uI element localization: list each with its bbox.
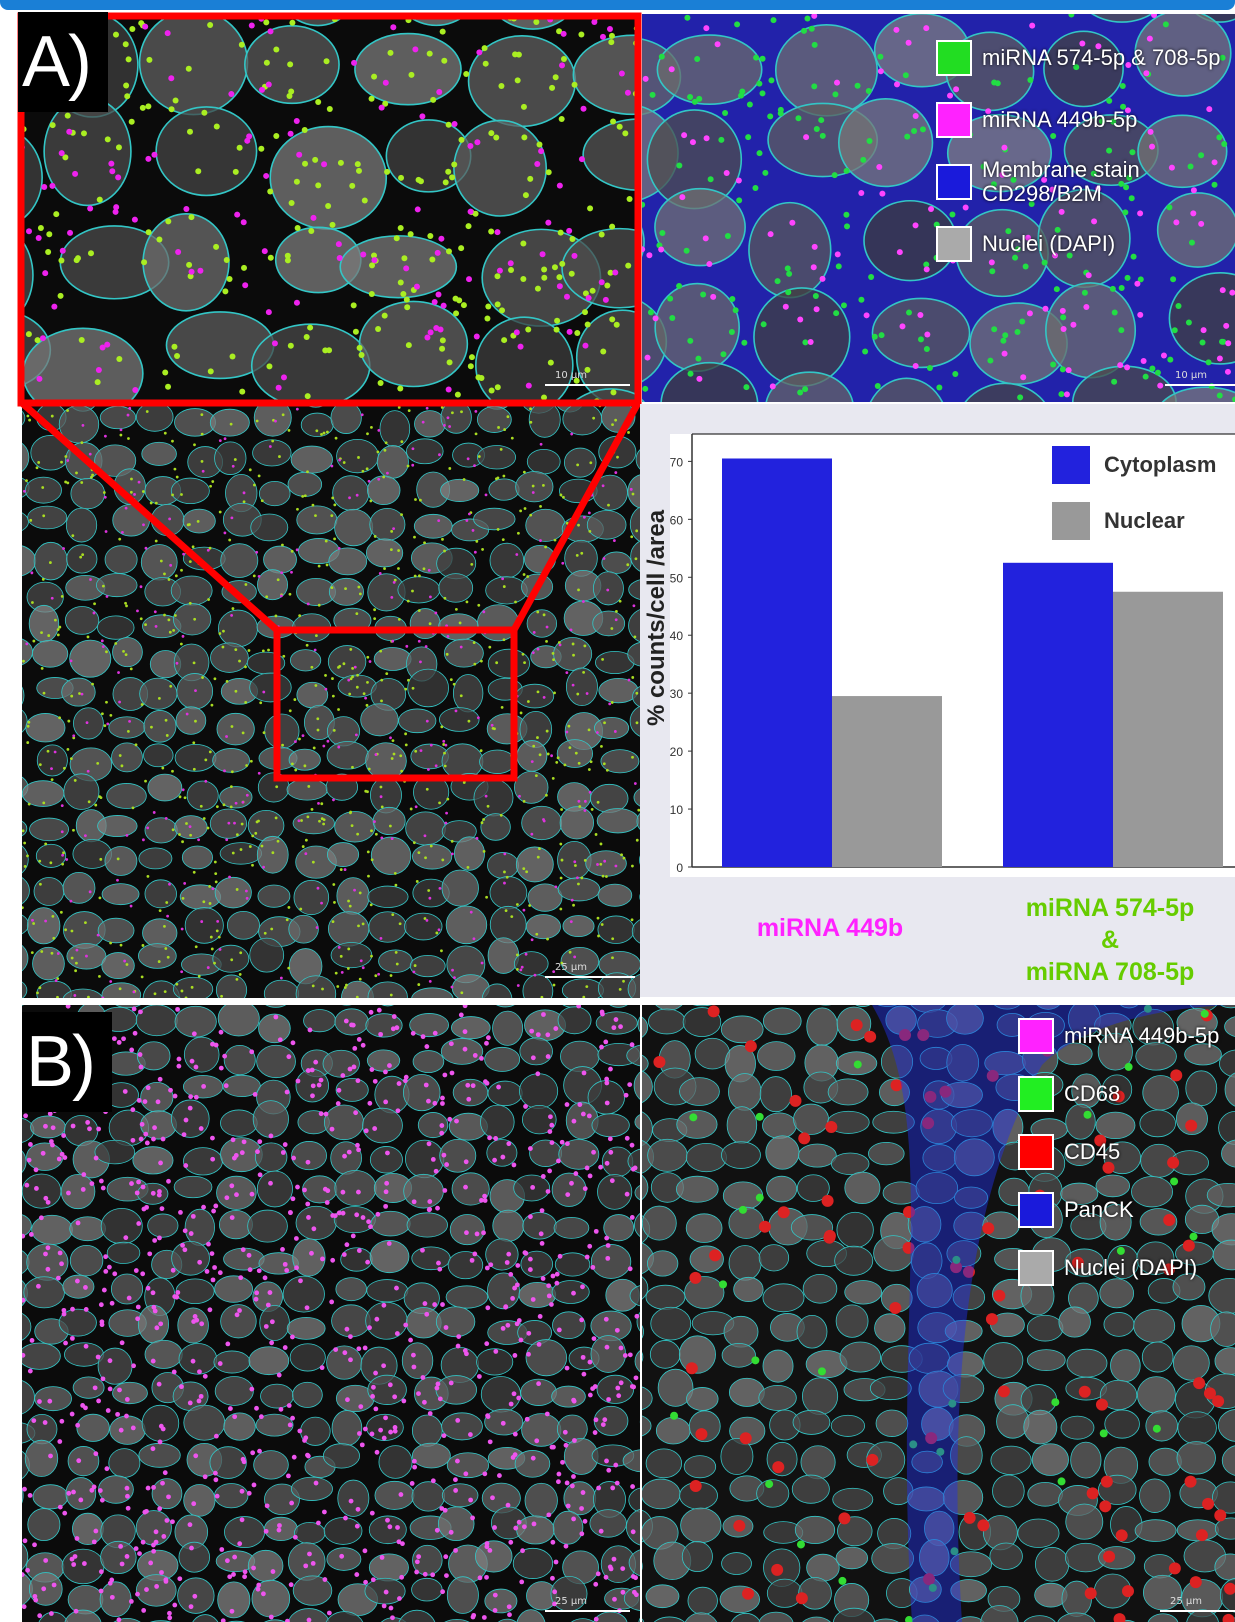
chart-y-tick-label: 60	[670, 513, 684, 527]
chart-legend-cytoplasm: Cytoplasm	[1052, 446, 1216, 484]
section-divider	[0, 998, 1235, 1004]
legend-label: Nuclei (DAPI)	[1064, 1255, 1198, 1280]
chart-y-tick-label: 40	[670, 629, 684, 643]
legend-swatch	[1018, 1018, 1054, 1054]
panel-b-mirna-image	[22, 1005, 640, 1622]
legend-swatch	[1018, 1076, 1054, 1112]
chart-legend-label-cytoplasm: Cytoplasm	[1104, 452, 1217, 477]
chart-bar-cytoplasm	[1003, 562, 1113, 867]
legend-label: miRNA 449b-5p	[982, 107, 1138, 132]
chart-category-label-1: miRNA 449b	[756, 914, 904, 942]
panel-a-membrane-image	[642, 14, 1235, 402]
legend-label: miRNA 449b-5p	[1064, 1023, 1220, 1048]
legend-item: PanCK	[1018, 1190, 1134, 1230]
legend-item: Nuclei (DAPI)	[1018, 1248, 1197, 1288]
cell-segmentation-membrane	[642, 14, 1235, 402]
legend-label: PanCK	[1064, 1197, 1134, 1222]
legend-item: Nuclei (DAPI)	[936, 224, 1115, 264]
scalebar-b-right: 25 µm	[1160, 1596, 1235, 1612]
legend-swatch	[936, 40, 972, 76]
chart-y-tick-label: 30	[670, 687, 684, 701]
chart-legend-nuclear: Nuclear	[1052, 502, 1185, 540]
chart-y-tick-label: 70	[670, 455, 684, 469]
bar-chart: 0 10 20 30 40 50 60 70	[670, 433, 1235, 875]
bar-chart-panel: 0 10 20 30 40 50 60 70 % counts/cell /area miRN…	[640, 404, 1235, 997]
top-accent-bar	[0, 0, 1235, 10]
chart-legend-swatch-nuclear	[1052, 502, 1090, 540]
legend-swatch	[1018, 1134, 1054, 1170]
legend-swatch	[1018, 1192, 1054, 1228]
chart-category-label-2: miRNA 574-5p & miRNA 708-5p	[1025, 894, 1195, 986]
chart-bar-nuclear	[832, 696, 942, 867]
legend-swatch	[936, 164, 972, 200]
legend-item: CD45	[1018, 1132, 1120, 1172]
scalebar-a-zoom: 10 µm	[545, 370, 630, 386]
panel-label-b: B)	[22, 1012, 112, 1112]
chart-y-tick-label: 20	[670, 745, 684, 759]
scalebar-b-left: 25 µm	[545, 1596, 630, 1612]
legend-item: miRNA 574-5p & 708-5p	[936, 38, 1220, 78]
chart-y-tick-label: 10	[670, 803, 684, 817]
legend-label: Membrane stain CD298/B2M	[982, 157, 1140, 206]
cell-segmentation-zoom	[20, 14, 640, 402]
chart-y-tick-label: 50	[670, 571, 684, 585]
chart-legend-swatch-cytoplasm	[1052, 446, 1090, 484]
legend-item: miRNA 449b-5p	[936, 100, 1137, 140]
chart-bar-cytoplasm	[722, 458, 832, 867]
legend-swatch	[936, 102, 972, 138]
panel-a-zoom-image	[20, 14, 640, 402]
cell-segmentation-b-right	[642, 1005, 1235, 1622]
legend-b: miRNA 449b-5p CD68 CD45 PanCK Nuclei (DAPI)	[1018, 1016, 1235, 1316]
legend-item: miRNA 449b-5p	[1018, 1016, 1219, 1056]
chart-y-tick-label: 0	[676, 861, 683, 875]
legend-swatch	[1018, 1250, 1054, 1286]
legend-a: miRNA 574-5p & 708-5p miRNA 449b-5p Membra…	[936, 38, 1235, 298]
chart-legend-label-nuclear: Nuclear	[1104, 508, 1185, 533]
legend-item: Membrane stain CD298/B2M	[936, 158, 1140, 206]
legend-label: CD45	[1064, 1139, 1121, 1164]
legend-item: CD68	[1018, 1074, 1120, 1114]
panel-b-immune-image	[642, 1005, 1235, 1622]
panel-a-overview-image	[22, 404, 640, 998]
cell-segmentation-b-left	[22, 1005, 640, 1622]
legend-swatch	[936, 226, 972, 262]
legend-label: Nuclei (DAPI)	[982, 231, 1116, 256]
scalebar-a-right: 10 µm	[1165, 370, 1235, 386]
chart-bar-nuclear	[1113, 591, 1223, 867]
cell-segmentation-overview	[22, 404, 640, 998]
panel-label-a: A)	[18, 12, 108, 112]
legend-label: CD68	[1064, 1081, 1121, 1106]
chart-y-axis-label: % counts/cell /area	[643, 509, 670, 727]
legend-label: miRNA 574-5p & 708-5p	[982, 45, 1221, 70]
scalebar-a-overview: 25 µm	[545, 962, 635, 978]
